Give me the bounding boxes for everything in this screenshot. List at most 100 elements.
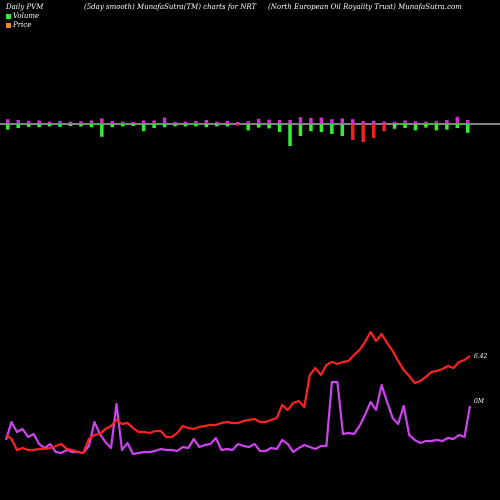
- volume-bar-down: [445, 124, 449, 130]
- volume-bar-up: [236, 122, 240, 124]
- volume-bar-up: [351, 119, 355, 124]
- volume-line-label: 0M: [474, 398, 485, 405]
- legend-price-swatch: [6, 22, 11, 28]
- volume-bar-up: [100, 118, 104, 124]
- volume-bar-up: [403, 120, 407, 124]
- series-line-price: [5, 330, 471, 455]
- volume-bar-down: [277, 124, 282, 132]
- volume-bar-down: [466, 124, 470, 133]
- volume-bar-up: [68, 121, 73, 124]
- volume-bar-down: [183, 124, 188, 127]
- volume-bar-up: [173, 122, 177, 124]
- volume-bar-up: [131, 122, 135, 124]
- volume-bar-down: [361, 124, 365, 142]
- volume-bar-down: [309, 124, 313, 132]
- volume-bar-down: [319, 124, 324, 132]
- volume-bar-up: [6, 119, 10, 124]
- volume-bar-up: [434, 121, 439, 124]
- volume-bar-down: [267, 124, 271, 129]
- volume-bar-down: [351, 124, 355, 140]
- volume-bar-down: [298, 124, 303, 136]
- volume-bar-up: [298, 117, 303, 124]
- volume-bar-up: [89, 120, 94, 124]
- volume-bar-down: [434, 124, 439, 131]
- volume-bar-down: [6, 124, 10, 130]
- volume-bar-down: [100, 124, 104, 137]
- volume-bar-down: [141, 124, 146, 132]
- volume-bar-down: [340, 124, 345, 136]
- volume-bar-up: [47, 121, 52, 124]
- volume-bar-down: [413, 124, 418, 131]
- volume-bar-down: [215, 124, 219, 127]
- volume-bar-up: [330, 119, 334, 124]
- legend-volume-swatch: [6, 13, 11, 19]
- volume-bar-up: [141, 120, 146, 124]
- header-center: (5day smooth) MunafaSutra(TM) charts for…: [84, 3, 257, 11]
- volume-bar-up: [455, 116, 460, 124]
- volume-bar-up: [277, 120, 282, 124]
- volume-bar-down: [162, 124, 167, 128]
- volume-bar-down: [330, 124, 334, 134]
- volume-bar-up: [246, 121, 250, 124]
- volume-bar-up: [371, 120, 376, 124]
- volume-bar-up: [256, 118, 261, 124]
- volume-bar-down: [37, 124, 41, 128]
- series-line-volume: [4, 380, 472, 456]
- header-left: Daily PVM: [6, 3, 44, 11]
- volume-bar-down: [47, 124, 52, 127]
- volume-bar-down: [256, 124, 261, 128]
- volume-bar-up: [110, 120, 115, 124]
- volume-bar-down: [403, 124, 407, 128]
- volume-bar-down: [371, 124, 376, 138]
- volume-bar-up: [152, 120, 156, 124]
- volume-bar-up: [340, 118, 345, 124]
- volume-bar-up: [162, 117, 167, 124]
- volume-bar-down: [89, 124, 94, 128]
- volume-bar-up: [225, 120, 230, 124]
- volume-bar-down: [455, 124, 460, 128]
- volume-bar-down: [392, 124, 397, 129]
- volume-bar-up: [309, 118, 313, 124]
- volume-bar-down: [288, 124, 292, 146]
- volume-bar-down: [79, 124, 83, 127]
- volume-bar-up: [58, 120, 62, 124]
- volume-bar-down: [16, 124, 20, 128]
- volume-bar-down: [204, 124, 209, 128]
- legend-volume-label: Volume: [13, 12, 40, 20]
- volume-bar-up: [26, 120, 31, 124]
- volume-bar-up: [361, 121, 365, 124]
- volume-bar-down: [173, 124, 177, 127]
- header-right: (North European Oil Royality Trust) Muna…: [268, 3, 462, 11]
- volume-bar-up: [392, 122, 397, 124]
- price-line-label: 6.42: [474, 353, 488, 360]
- volume-bar-up: [204, 120, 209, 124]
- volume-bar-down: [382, 124, 386, 132]
- volume-bar-up: [37, 120, 41, 124]
- volume-bar-down: [26, 124, 31, 127]
- volume-bar-up: [79, 121, 83, 124]
- volume-bar-up: [215, 121, 219, 124]
- volume-bar-up: [445, 120, 449, 124]
- volume-bar-down: [225, 124, 230, 127]
- volume-bar-up: [424, 121, 428, 124]
- volume-bar-down: [121, 124, 125, 127]
- volume-bar-up: [121, 121, 125, 124]
- volume-bar-up: [16, 120, 20, 124]
- volume-bar-up: [319, 117, 324, 124]
- volume-bar-up: [183, 121, 188, 124]
- volume-bar-down: [58, 124, 62, 127]
- volume-bar-up: [194, 120, 198, 124]
- volume-bar-down: [424, 124, 428, 128]
- volume-bar-up: [288, 120, 292, 124]
- legend-price: Price: [6, 21, 31, 29]
- volume-bar-down: [194, 124, 198, 127]
- volume-bar-down: [68, 124, 73, 126]
- volume-bar-up: [267, 119, 271, 124]
- legend-price-label: Price: [13, 21, 32, 29]
- volume-bar-down: [246, 124, 250, 131]
- volume-bar-up: [413, 121, 418, 124]
- volume-bar-down: [110, 124, 115, 128]
- volume-bar-up: [382, 121, 386, 124]
